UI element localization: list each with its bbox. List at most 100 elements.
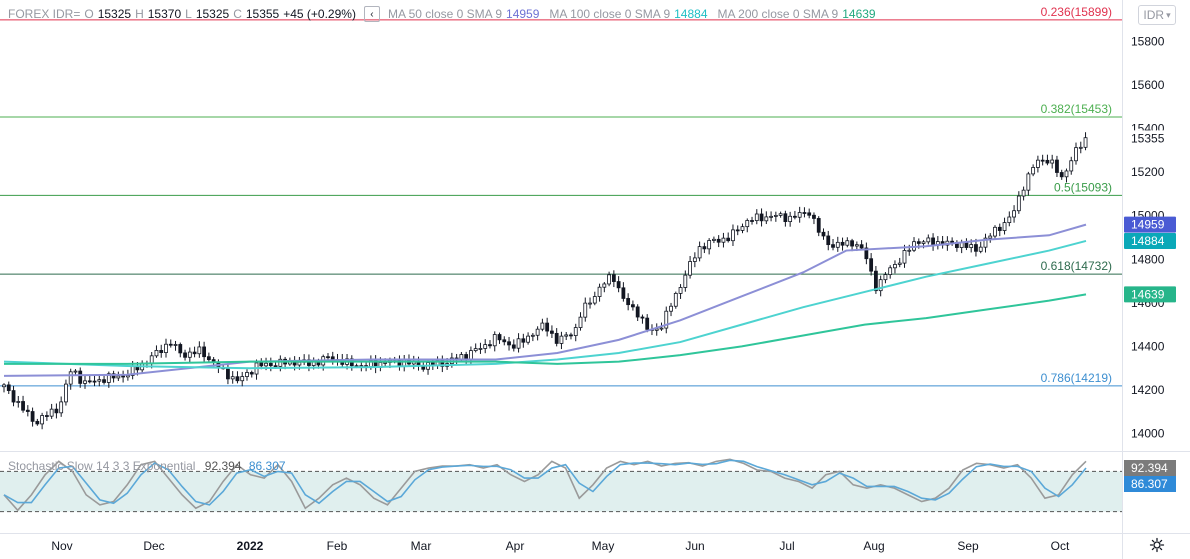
candle-body: [1059, 172, 1064, 178]
candle-body: [735, 229, 740, 232]
candle-body: [993, 226, 997, 237]
candle-body: [202, 346, 207, 358]
candle-body: [569, 334, 573, 337]
ma100-label[interactable]: MA 100 close 0 SMA 9: [549, 7, 671, 21]
candle-body: [187, 351, 192, 358]
currency-selector[interactable]: IDR ▾: [1138, 5, 1176, 25]
stochastic-label[interactable]: Stochastic Slow 14 3 3 Exponential: [8, 459, 196, 473]
fib-label-0.236: 0.236(15899): [1041, 5, 1112, 19]
candle-body: [521, 338, 526, 343]
candle-body: [478, 348, 483, 350]
candle-body: [559, 335, 564, 344]
candle-body: [16, 401, 21, 403]
candle-body: [678, 287, 683, 294]
candle-body: [864, 247, 869, 260]
candle-body: [626, 298, 631, 306]
candle-body: [826, 235, 831, 246]
x-tick-label: Dec: [143, 539, 164, 553]
ma200-label[interactable]: MA 200 close 0 SMA 9: [717, 7, 839, 21]
candle-body: [25, 409, 30, 412]
candle-body: [21, 401, 25, 411]
x-tick-label: Oct: [1051, 539, 1070, 553]
y-tick-label: 14800: [1131, 252, 1165, 266]
candle-body: [611, 274, 616, 282]
candle-body: [1078, 146, 1083, 149]
candle-body: [264, 362, 268, 367]
candle-body: [683, 274, 688, 288]
price-label-box: [1124, 130, 1176, 147]
candle-body: [230, 376, 235, 380]
ma-line-1: [3, 240, 1087, 370]
candle-body: [769, 215, 773, 218]
candle-body: [759, 213, 764, 222]
x-tick-label: Aug: [863, 539, 884, 553]
candle-body: [469, 350, 473, 360]
candle-body: [793, 215, 797, 218]
candle-body: [850, 240, 854, 247]
fib-label-0.382: 0.382(15453): [1041, 102, 1112, 116]
symbol-label: FOREX IDR=: [8, 7, 81, 21]
candle-body: [502, 339, 507, 343]
candle-body: [588, 302, 592, 305]
candle-body: [669, 305, 673, 312]
price-label: 14959: [1131, 218, 1165, 232]
candle-body: [1069, 160, 1074, 172]
fib-label-0.5: 0.5(15093): [1054, 180, 1112, 194]
candle-body: [874, 270, 878, 292]
candle-body: [583, 302, 588, 318]
candle-body: [845, 240, 850, 246]
candle-body: [6, 384, 11, 391]
candle-body: [893, 264, 897, 269]
candle-body: [554, 332, 559, 344]
candle-body: [44, 415, 49, 417]
y-tick-label: 14200: [1131, 383, 1165, 397]
candle-body: [907, 249, 912, 252]
candle-body: [816, 218, 821, 233]
candle-body: [1016, 195, 1021, 212]
high-value: 15370: [147, 7, 182, 21]
candle-body: [835, 241, 840, 248]
candle-body: [640, 316, 645, 319]
high-label: H: [135, 7, 144, 21]
candle-body: [249, 372, 254, 375]
candle-body: [883, 274, 888, 281]
candle-body: [245, 372, 249, 377]
candle-body: [164, 343, 168, 353]
x-tick-label: Sep: [957, 539, 979, 553]
candle-body: [64, 383, 68, 403]
currency-selector-label: IDR: [1143, 8, 1165, 22]
price-label: 15355: [1131, 131, 1165, 145]
candle-body: [78, 370, 83, 384]
candle-body: [40, 415, 45, 425]
candle-body: [712, 238, 716, 241]
candle-body: [1026, 173, 1031, 191]
candle-body: [488, 344, 492, 347]
ma50-value: 14959: [506, 7, 540, 21]
candle-body: [888, 267, 893, 276]
candle-body: [540, 322, 545, 330]
ma50-label[interactable]: MA 50 close 0 SMA 9: [387, 7, 503, 21]
candle-body: [273, 365, 278, 368]
gear-icon[interactable]: [1149, 537, 1165, 553]
candle-body: [897, 262, 902, 265]
candle-body: [926, 237, 931, 243]
candle-body: [773, 214, 778, 217]
x-tick-label: May: [592, 539, 615, 553]
candle-body: [1074, 147, 1078, 162]
candle-body: [950, 240, 955, 243]
candle-body: [731, 229, 735, 242]
candle-body: [1083, 137, 1088, 148]
stochastic-k-line: [3, 458, 1087, 512]
candle-body: [778, 213, 783, 216]
candle-body: [68, 371, 73, 385]
candle-body: [154, 350, 159, 357]
candle-body: [745, 220, 750, 228]
chevron-left-icon[interactable]: ‹: [363, 6, 380, 22]
candle-body: [654, 328, 659, 331]
x-tick-label: Nov: [51, 539, 72, 553]
candle-body: [1035, 159, 1040, 168]
candle-body: [483, 344, 488, 349]
candle-body: [878, 279, 883, 292]
candle-body: [173, 344, 178, 346]
